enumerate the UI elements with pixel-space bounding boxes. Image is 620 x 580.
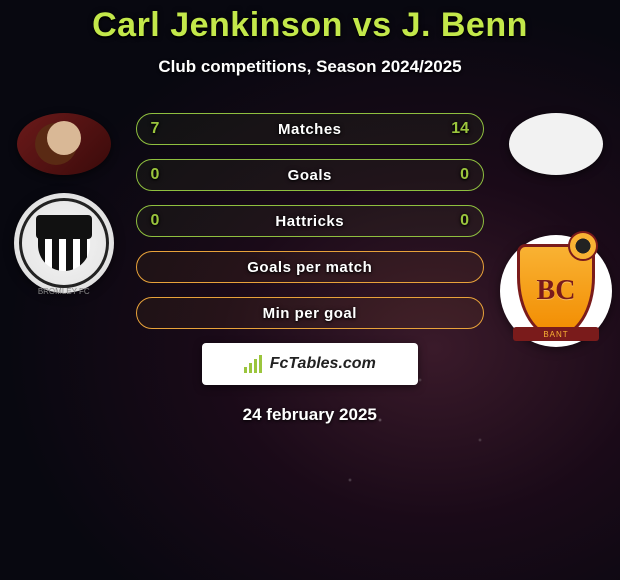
player-left-photo [17,113,111,175]
stat-label: Min per goal [263,305,357,322]
stat-right-value: 14 [451,120,469,138]
stat-row: Min per goal [136,297,484,329]
stat-right-value: 0 [460,212,469,230]
stat-label: Goals [288,167,332,184]
stat-row: 7 Matches 14 [136,113,484,145]
stat-label: Hattricks [275,213,344,230]
shield-text: BC [537,275,576,307]
club-badge-right: BC BANT [500,235,612,347]
stat-row: 0 Goals 0 [136,159,484,191]
date-label: 24 february 2025 [136,405,484,425]
bars-icon [244,355,262,373]
stat-row: 0 Hattricks 0 [136,205,484,237]
player-left-column: BROMLEY FC [8,113,120,293]
club-left-label: BROMLEY FC [14,287,114,296]
stat-left-value: 0 [151,166,160,184]
stat-left-value: 7 [151,120,160,138]
attribution-box: FcTables.com [202,343,418,385]
stat-label: Goals per match [247,259,372,276]
player-right-photo [509,113,603,175]
stats-column: 7 Matches 14 0 Goals 0 0 Hattricks 0 [136,113,484,425]
club-right-label: BANT [513,327,599,341]
comparison-layout: BROMLEY FC 7 Matches 14 0 Goals 0 [0,113,620,425]
stat-right-value: 0 [460,166,469,184]
page-title: Carl Jenkinson vs J. Benn [0,6,620,45]
brand-label: FcTables.com [270,355,376,373]
stat-row: Goals per match [136,251,484,283]
stat-left-value: 0 [151,212,160,230]
stat-label: Matches [278,121,342,138]
subtitle: Club competitions, Season 2024/2025 [0,57,620,77]
player-right-column: BC BANT [500,113,612,347]
club-badge-left: BROMLEY FC [14,193,114,293]
